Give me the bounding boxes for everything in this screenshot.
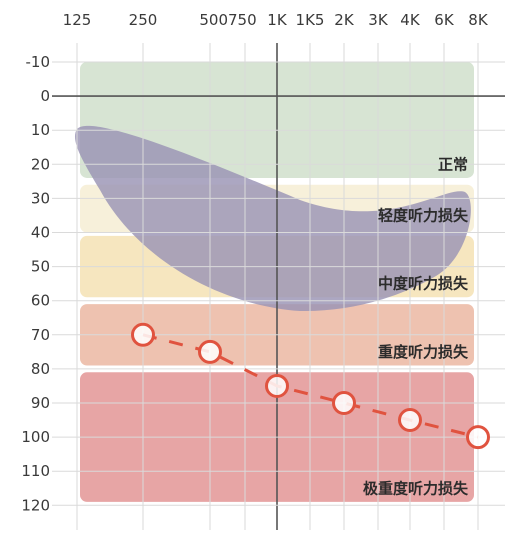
y-axis-tick-labels: -10 0 10 20 30 40 50 60 70 80 90 100 110 120 <box>21 53 50 514</box>
y-tick-label: 20 <box>31 155 50 173</box>
x-tick-label: 4K <box>400 11 421 29</box>
x-tick-label: 750 <box>228 11 257 29</box>
threshold-point-1k <box>265 373 289 398</box>
speech-banana <box>74 125 471 312</box>
x-tick-label: 125 <box>63 11 92 29</box>
y-tick-label: 80 <box>31 360 50 378</box>
y-tick-label: 10 <box>31 121 50 139</box>
threshold-point-250 <box>131 322 155 347</box>
x-tick-label: 1K5 <box>296 11 325 29</box>
x-tick-label: 250 <box>129 11 158 29</box>
y-tick-label: 90 <box>31 394 50 412</box>
hearing-threshold-series <box>131 322 490 450</box>
band-label-severe: 重度听力损失 <box>378 343 469 361</box>
band-label-profound: 极重度听力损失 <box>363 479 469 497</box>
x-tick-label: 8K <box>468 11 489 29</box>
band-label-normal: 正常 <box>438 155 468 173</box>
threshold-point-2k <box>332 391 356 415</box>
speech-banana-area <box>74 125 471 312</box>
x-tick-label: 3K <box>368 11 389 29</box>
threshold-point-8k <box>466 425 490 450</box>
x-tick-label: 1K <box>267 11 288 29</box>
y-tick-label: 0 <box>40 87 50 105</box>
grid-lines <box>52 43 505 530</box>
band-label-moderate: 中度听力损失 <box>378 275 469 293</box>
y-tick-label: 70 <box>31 326 50 344</box>
y-tick-label: 30 <box>31 189 50 207</box>
y-tick-label: 50 <box>31 258 50 276</box>
y-tick-label: 120 <box>21 496 50 514</box>
threshold-point-500 <box>198 339 222 364</box>
y-tick-label: 100 <box>21 428 50 446</box>
y-tick-label: 110 <box>21 462 50 480</box>
y-tick-label: 60 <box>31 292 50 310</box>
x-tick-label: 500 <box>199 11 228 29</box>
x-tick-label: 6K <box>434 11 455 29</box>
band-label-mild: 轻度听力损失 <box>378 206 469 224</box>
x-tick-label: 2K <box>334 11 355 29</box>
y-tick-label: -10 <box>26 53 51 71</box>
y-tick-label: 40 <box>31 224 50 242</box>
threshold-point-4k <box>398 408 422 433</box>
x-axis-tick-labels: 125 250 500 750 1K 1K5 2K 3K 4K 6K 8K <box>63 11 489 29</box>
